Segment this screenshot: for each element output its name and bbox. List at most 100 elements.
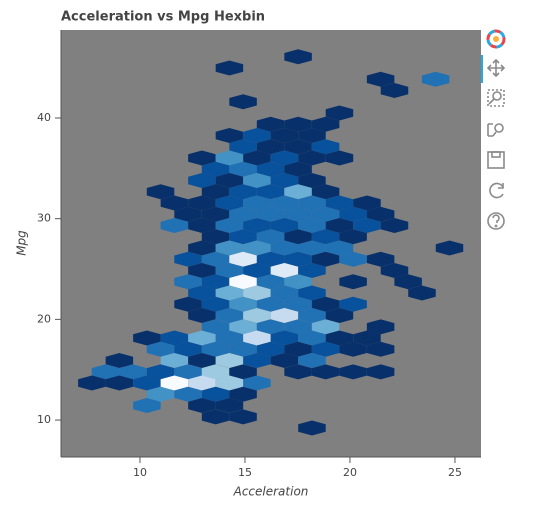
hex-cell — [298, 195, 326, 211]
hex-cell — [133, 330, 161, 346]
hex-cell — [188, 285, 216, 301]
hex-cell — [256, 184, 285, 200]
y-axis-label: Mpg — [15, 230, 29, 256]
hex-cell — [229, 229, 257, 245]
hex-cell — [256, 251, 285, 267]
hex-cell — [215, 308, 244, 324]
hex-cell — [229, 274, 257, 290]
hex-cell — [201, 229, 230, 245]
hex-cell — [339, 296, 367, 312]
hex-cell — [229, 139, 257, 155]
hex-cell — [201, 341, 230, 357]
hex-cell — [215, 195, 244, 211]
axes: 10 15 20 25 10 20 30 40 — [37, 111, 462, 479]
hex-cell — [215, 375, 244, 391]
hex-cell — [311, 139, 340, 155]
hex-cell — [298, 353, 326, 369]
hex-cell — [229, 184, 257, 200]
hex-cell — [215, 173, 244, 189]
hex-cell — [146, 341, 175, 357]
x-tick-label: 20 — [343, 466, 357, 479]
hex-cell — [380, 218, 409, 234]
hex-cell — [243, 263, 271, 279]
hex-cell — [243, 218, 271, 234]
hex-cell — [339, 229, 367, 245]
box-zoom-tool[interactable] — [487, 89, 505, 107]
hex-cell — [160, 195, 189, 211]
hex-cell — [201, 161, 230, 177]
hex-cell — [298, 128, 326, 144]
y-tick-label: 10 — [37, 413, 51, 426]
hex-cell — [215, 60, 244, 76]
hex-cell — [284, 184, 312, 200]
help-tool[interactable] — [487, 212, 505, 230]
hex-cell — [366, 364, 395, 380]
hex-cell — [188, 263, 216, 279]
hex-cell — [270, 330, 299, 346]
hex-cell — [201, 364, 230, 380]
hex-cell — [339, 274, 367, 290]
bokeh-logo[interactable] — [486, 29, 506, 49]
hex-cell — [298, 240, 326, 256]
hex-cell — [243, 128, 271, 144]
hex-cell — [298, 263, 326, 279]
reset-tool[interactable] — [489, 182, 504, 199]
wheel-zoom-tool[interactable] — [487, 123, 504, 137]
hex-cell — [284, 139, 312, 155]
x-tick-label: 25 — [448, 466, 462, 479]
hex-cell — [105, 353, 134, 369]
hex-cell — [325, 308, 354, 324]
hex-cell — [311, 341, 340, 357]
hex-cell — [215, 128, 244, 144]
hex-cell — [91, 364, 120, 380]
hex-cell — [229, 251, 257, 267]
hex-cell — [229, 341, 257, 357]
hex-cell — [339, 251, 367, 267]
hex-cell — [174, 386, 202, 402]
x-axis-label: Acceleration — [233, 485, 309, 499]
hex-cell — [229, 296, 257, 312]
pan-tool[interactable] — [486, 58, 506, 78]
hex-cell — [256, 296, 285, 312]
hex-cell — [353, 330, 381, 346]
hex-cell — [325, 330, 354, 346]
hex-cell — [311, 251, 340, 267]
hex-cell — [270, 218, 299, 234]
hex-cell — [201, 274, 230, 290]
hex-cell — [174, 296, 202, 312]
hex-cell — [188, 218, 216, 234]
hex-cell — [366, 251, 395, 267]
hex-cell — [174, 364, 202, 380]
hex-cell — [311, 296, 340, 312]
hex-cell — [366, 341, 395, 357]
hex-cell — [229, 94, 257, 110]
hex-cell — [256, 229, 285, 245]
hex-cell — [215, 218, 244, 234]
hex-cell — [284, 116, 312, 132]
hex-cell — [146, 184, 175, 200]
hex-cell — [311, 319, 340, 335]
hex-cell — [298, 150, 326, 166]
hex-cell — [284, 364, 312, 380]
hex-cell — [188, 240, 216, 256]
hex-cell — [146, 386, 175, 402]
hex-cell — [394, 274, 422, 290]
hex-cell — [284, 49, 312, 65]
x-tick-label: 15 — [238, 466, 252, 479]
hex-cell — [421, 71, 450, 87]
hex-cell — [408, 285, 436, 301]
save-tool[interactable] — [487, 151, 505, 169]
hex-cell — [270, 263, 299, 279]
hex-cell — [160, 353, 189, 369]
hex-cell — [229, 319, 257, 335]
hex-cell — [256, 274, 285, 290]
hex-cell — [256, 341, 285, 357]
hex-cell — [215, 330, 244, 346]
hex-cell — [270, 150, 299, 166]
hex-cell — [270, 195, 299, 211]
hex-cell — [243, 330, 271, 346]
hex-cell — [366, 319, 395, 335]
hex-cell — [188, 308, 216, 324]
hex-cell — [325, 150, 354, 166]
